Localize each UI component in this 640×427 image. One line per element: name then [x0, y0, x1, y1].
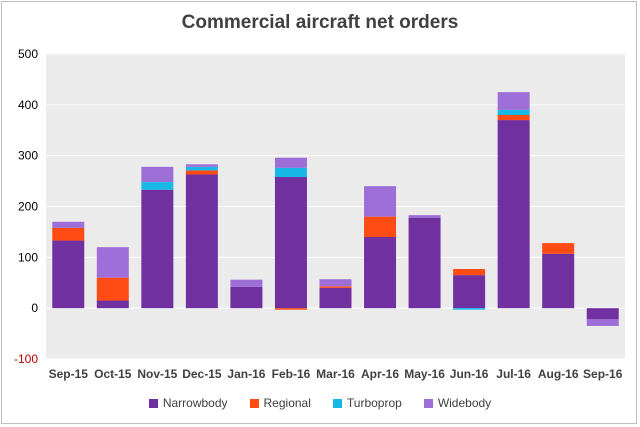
x-tick-label: Mar-16: [316, 367, 355, 381]
bar-segment-regional: [453, 269, 486, 276]
bar-segment-narrowbody: [364, 237, 397, 309]
legend-item: Narrowbody: [148, 396, 228, 410]
y-tick-label: 400: [18, 98, 38, 112]
bar-segment-regional: [274, 308, 307, 310]
bar-segment-widebody: [141, 166, 174, 183]
bar-segment-widebody: [230, 279, 263, 287]
x-tick-label: Feb-16: [272, 367, 311, 381]
legend-swatch: [423, 398, 433, 408]
bar-segment-narrowbody: [319, 287, 352, 309]
legend-item: Widebody: [423, 396, 492, 410]
x-tick-label: Jun-16: [450, 367, 489, 381]
y-tick-label: 500: [18, 47, 38, 61]
bar-segment-widebody: [274, 157, 307, 168]
bar-segment-widebody: [408, 215, 441, 218]
x-tick-label: Jul-16: [496, 367, 531, 381]
bar-segment-narrowbody: [542, 253, 575, 309]
bar-segment-regional: [185, 170, 218, 175]
bar-segment-regional: [542, 243, 575, 254]
bar-segment-widebody: [96, 247, 129, 278]
x-tick-label: Oct-15: [94, 367, 132, 381]
bar-segment-turboprop: [453, 308, 486, 310]
bar-segment-regional: [319, 286, 352, 288]
bar-segment-widebody: [586, 319, 619, 326]
y-tick-label: 100: [18, 250, 38, 264]
bar-segment-regional: [96, 277, 129, 301]
bar-segment-widebody: [364, 186, 397, 217]
bar-segment-narrowbody: [586, 308, 619, 320]
legend-swatch: [148, 398, 158, 408]
bar-segment-narrowbody: [52, 240, 85, 309]
bar-segment-turboprop: [497, 109, 530, 115]
legend-label: Narrowbody: [162, 396, 228, 410]
bar-segment-narrowbody: [185, 174, 218, 309]
bar-segment-widebody: [185, 164, 218, 167]
bar-segment-narrowbody: [408, 217, 441, 309]
bar-segment-widebody: [319, 279, 352, 287]
bar-segment-regional: [52, 227, 85, 241]
legend-item: Turboprop: [332, 396, 402, 410]
legend-label: Widebody: [437, 396, 492, 410]
bar-segment-narrowbody: [230, 286, 263, 309]
bar-segment-narrowbody: [96, 300, 129, 309]
bar-segment-widebody: [497, 92, 530, 110]
x-tick-label: Aug-16: [538, 367, 579, 381]
chart-title: Commercial aircraft net orders: [181, 12, 459, 33]
y-tick-label: -100: [14, 352, 38, 366]
bar-segment-turboprop: [141, 182, 174, 190]
x-tick-label: Sep-15: [49, 367, 89, 381]
x-tick-label: May-16: [404, 367, 445, 381]
bar-segment-narrowbody: [497, 120, 530, 309]
legend-label: Turboprop: [346, 396, 402, 410]
y-tick-label: 300: [18, 149, 38, 163]
chart-legend: Narrowbody Regional Turboprop Widebody: [0, 396, 640, 410]
legend-label: Regional: [263, 396, 311, 410]
legend-swatch: [249, 398, 259, 408]
x-tick-label: Nov-15: [137, 367, 177, 381]
x-tick-label: Sep-16: [583, 367, 623, 381]
bar-segment-turboprop: [274, 167, 307, 178]
bar-segment-narrowbody: [274, 177, 307, 309]
bar-segment-regional: [364, 216, 397, 237]
bar-segment-regional: [497, 115, 530, 121]
x-tick-label: Jan-16: [227, 367, 265, 381]
y-tick-label: 200: [18, 200, 38, 214]
bar-segment-narrowbody: [141, 189, 174, 309]
legend-swatch: [332, 398, 342, 408]
legend-item: Regional: [249, 396, 311, 410]
bar-segment-turboprop: [185, 166, 218, 171]
bar-segment-widebody: [52, 221, 85, 228]
bar-segment-narrowbody: [453, 275, 486, 309]
x-tick-label: Dec-15: [182, 367, 222, 381]
y-tick-label: 0: [31, 301, 38, 315]
x-tick-label: Apr-16: [361, 367, 399, 381]
